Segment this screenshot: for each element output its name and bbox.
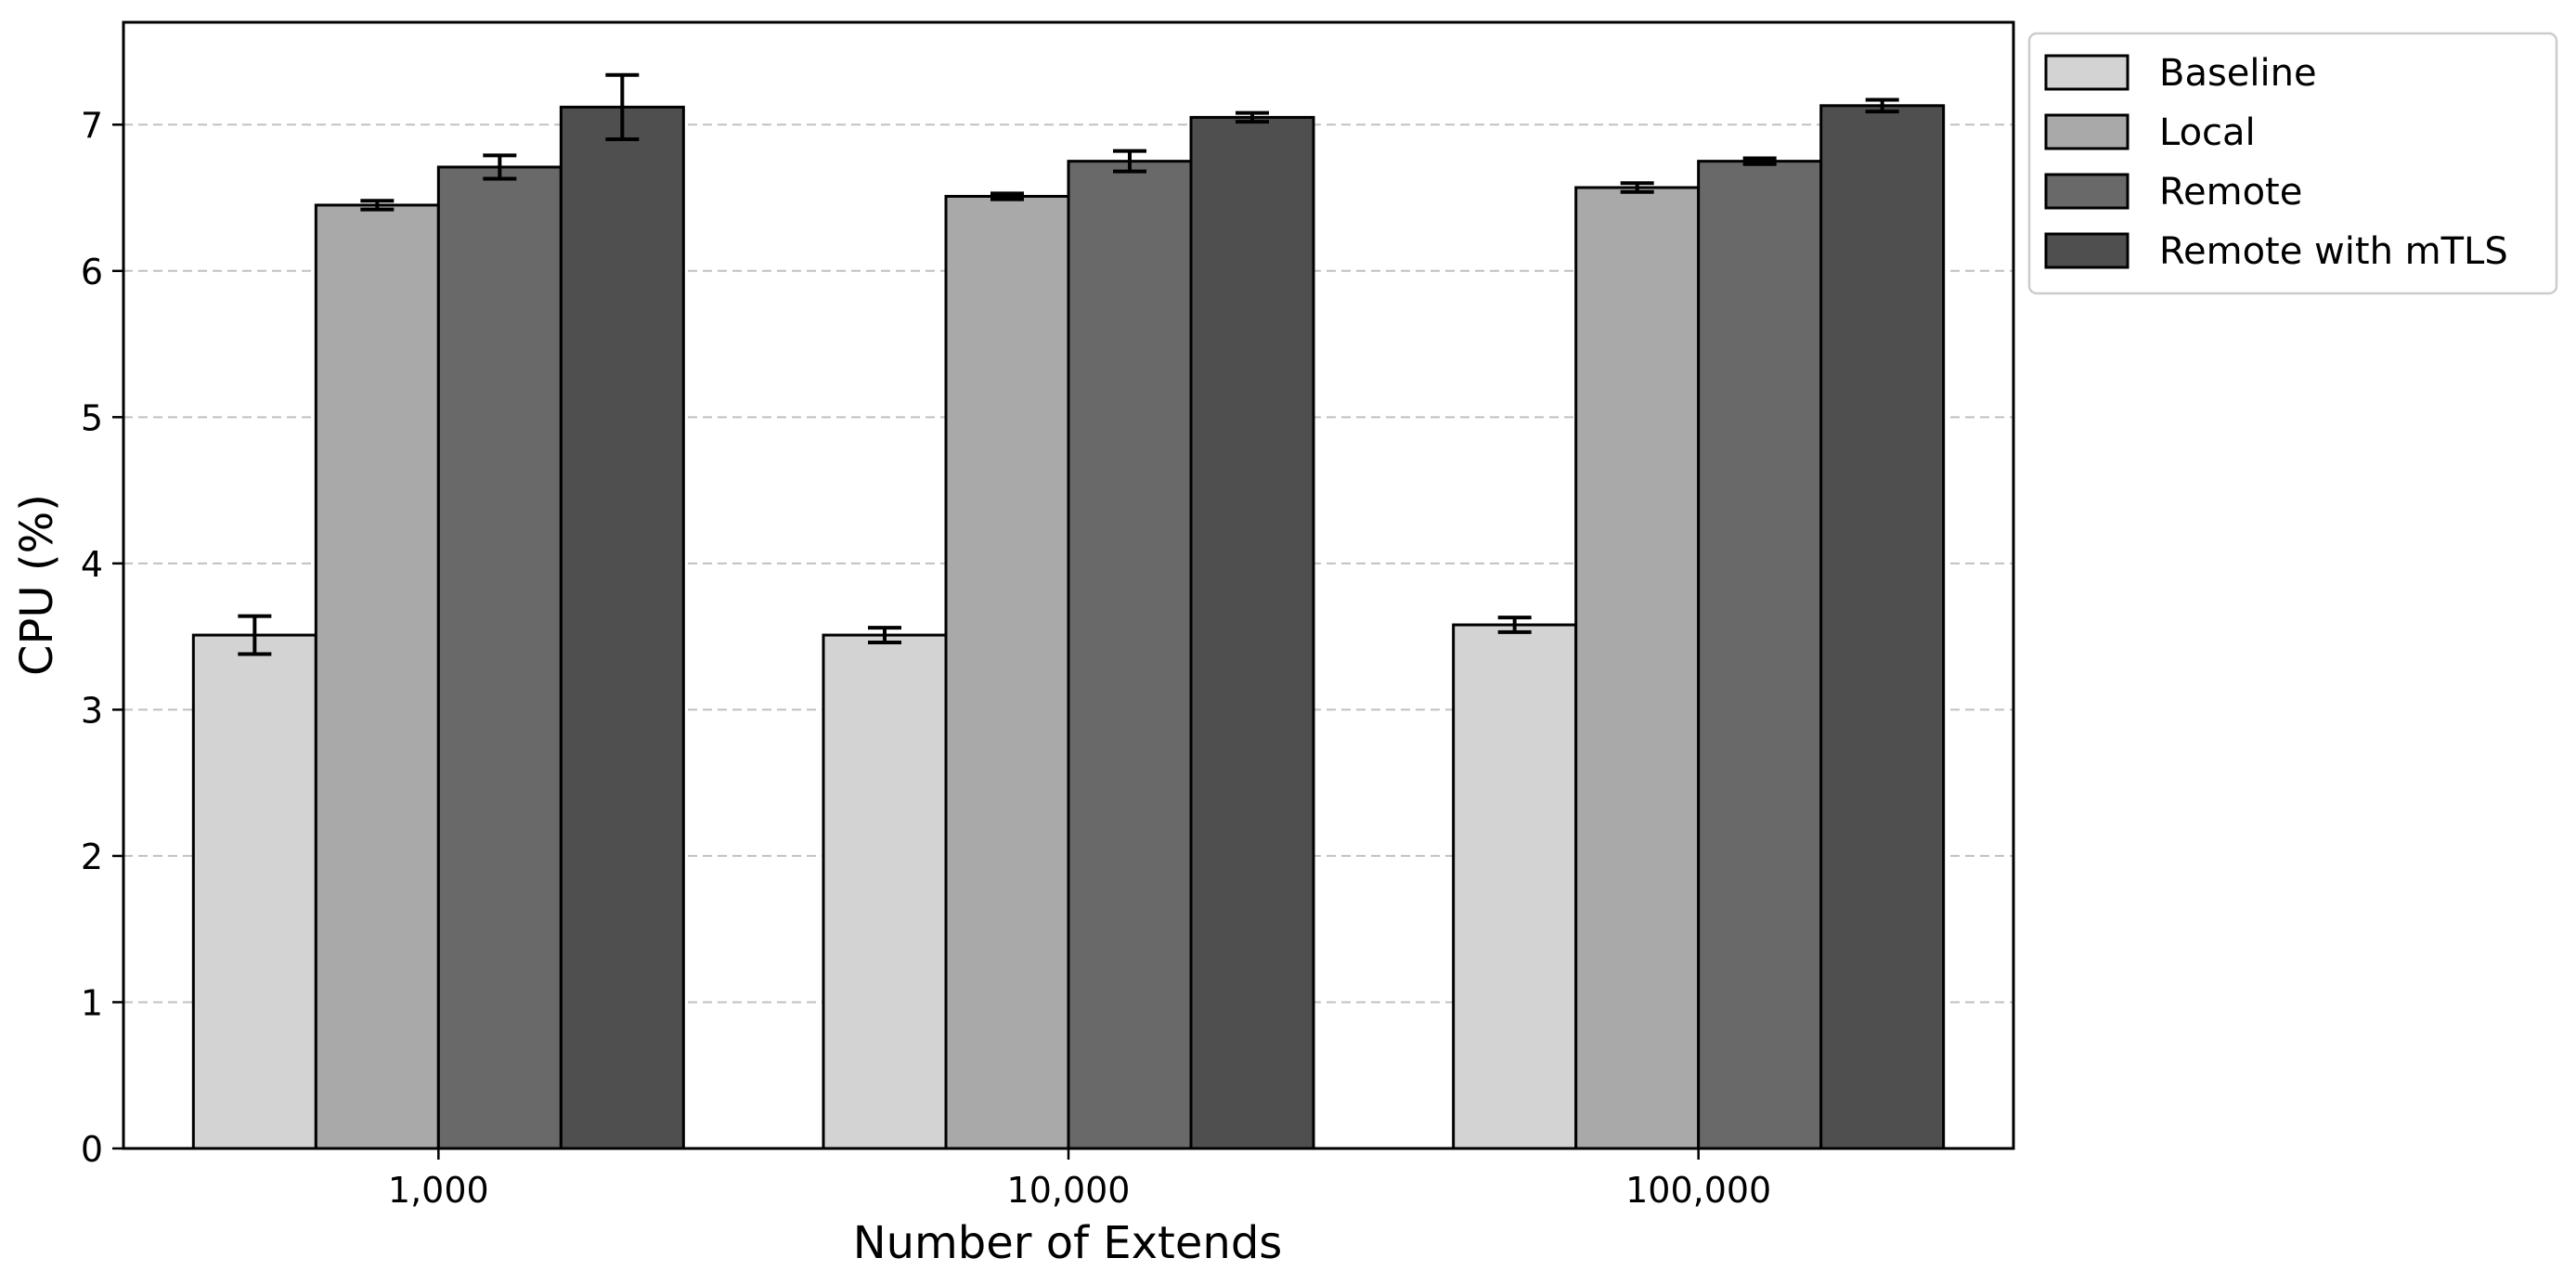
bar-remote [436,165,563,1150]
y-tick-label: 4 [81,544,103,585]
legend-label: Local [2159,111,2256,154]
x-tick-label: 10,000 [1007,1170,1131,1211]
bar-remote-with-mtls [1819,104,1946,1150]
bar-remote [1067,160,1193,1150]
legend-swatch [2044,54,2129,91]
x-tick-label: 1,000 [388,1170,489,1211]
bar-local [944,194,1070,1150]
y-tick-label: 7 [81,105,103,146]
x-axis-ticks: 1,000 10,000 100,000 [388,1148,1771,1211]
y-tick-label: 6 [81,252,103,292]
legend: Baseline Local Remote Remote with mTLS [2027,32,2558,295]
legend-label: Remote with mTLS [2159,230,2508,273]
y-axis-ticks: 0 1 2 3 4 5 6 7 [81,105,123,1170]
y-axis-label: CPU (%) [11,494,63,676]
y-tick-label: 3 [81,690,103,731]
bar-remote-with-mtls [1189,115,1315,1150]
legend-swatch [2044,173,2129,210]
y-tick-label: 1 [81,982,103,1023]
legend-frame [2027,32,2558,295]
bar-local [314,203,440,1150]
y-tick-label: 2 [81,837,103,877]
legend-label: Baseline [2159,52,2317,95]
x-axis-label: Number of Extends [853,1217,1283,1269]
bar-remote [1697,160,1823,1150]
legend-label: Remote [2159,171,2302,214]
bar-local [1574,186,1701,1150]
y-tick-label: 5 [81,397,103,438]
legend-swatch [2044,232,2129,269]
error-bars [238,72,1899,656]
y-tick-label: 0 [81,1129,103,1170]
legend-swatch [2044,113,2129,150]
bar-baseline [1452,623,1578,1150]
x-tick-label: 100,000 [1625,1170,1771,1211]
bars [191,104,1946,1150]
bar-remote-with-mtls [559,105,685,1150]
bar-baseline [191,633,317,1150]
bar-baseline [822,633,948,1150]
